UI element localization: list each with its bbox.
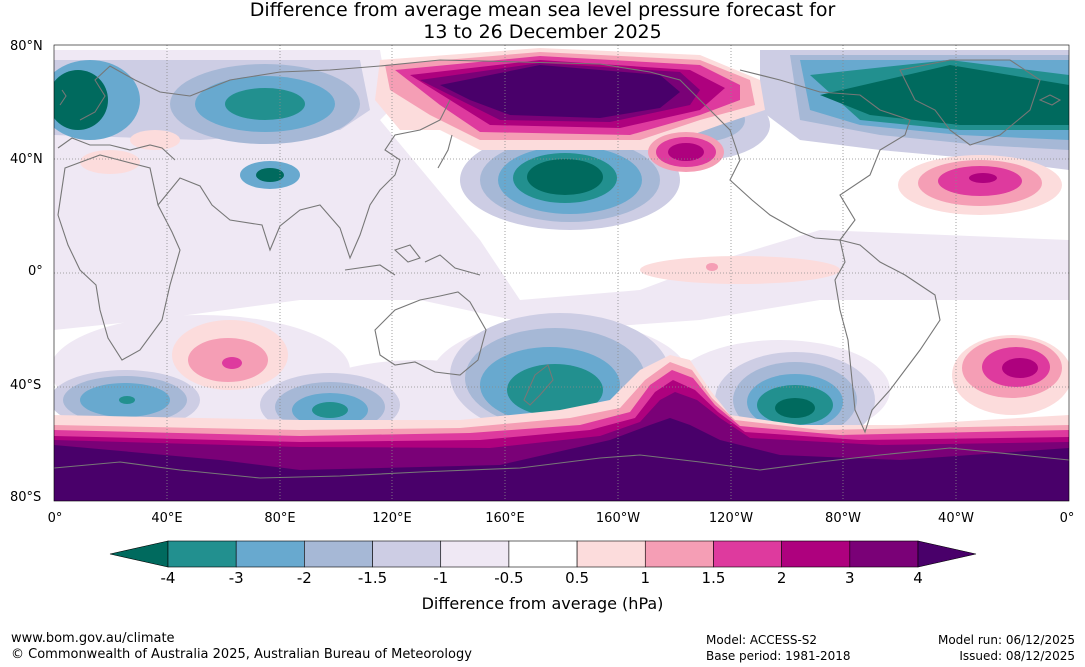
footer-issued: Issued: 08/12/2025 [959, 649, 1075, 663]
lon-label-160w: 160°W [595, 511, 641, 526]
colorbar-tick-label: -3 [228, 569, 244, 587]
map-frame [53, 44, 1070, 502]
graticule [54, 45, 1069, 501]
lat-label-0: 0° [28, 264, 43, 279]
footer-base-period: Base period: 1981-2018 [706, 649, 851, 663]
colorbar-box [781, 540, 851, 568]
colorbar-tick-label: -1 [433, 569, 449, 587]
colorbar-box [235, 540, 305, 568]
anomaly-field [54, 45, 1069, 501]
footer-url: www.bom.gov.au/climate [11, 631, 175, 646]
colorbar-box [372, 540, 442, 568]
lat-label-80s: 80°S [10, 490, 42, 505]
colorbar-tick-label: 1.5 [701, 569, 726, 587]
colorbar-tick-label: -1.5 [357, 569, 388, 587]
north-positives [80, 48, 1062, 284]
colorbar-tick-label: 1 [640, 569, 651, 587]
colorbar-box [508, 540, 578, 568]
lat-label-80n: 80°N [10, 39, 43, 54]
colorbar-extend-low [109, 540, 169, 568]
colorbar-box [644, 540, 714, 568]
colorbar-tick-label: -4 [160, 569, 176, 587]
map-title-line2: 13 to 26 December 2025 [423, 21, 662, 43]
footer-copyright: © Commonwealth of Australia 2025, Austra… [11, 647, 472, 662]
map-title-line1: Difference from average mean sea level p… [249, 0, 836, 21]
lon-label-80w: 80°W [825, 511, 861, 526]
lat-label-40n: 40°N [10, 152, 43, 167]
colorbar-box [304, 540, 373, 568]
south-anomalies [54, 313, 1069, 501]
lon-label-0-west: 0° [47, 511, 63, 526]
lon-label-120w: 120°W [708, 511, 754, 526]
footer-model-run: Model run: 06/12/2025 [937, 633, 1075, 647]
colorbar-title: Difference from average (hPa) [421, 594, 664, 613]
colorbar-box [576, 540, 646, 568]
lon-label-160e: 160°E [485, 511, 525, 526]
colorbar-tick-label: -0.5 [494, 569, 524, 587]
colorbar-tick-label: 4 [913, 569, 923, 587]
lat-label-40s: 40°S [10, 378, 42, 393]
lon-label-40e: 40°E [151, 511, 183, 526]
lon-label-120e: 120°E [372, 511, 412, 526]
footer-model: Model: ACCESS-S2 [706, 633, 818, 647]
colorbar-tick-label: 2 [776, 569, 787, 587]
colorbar-box [167, 540, 237, 568]
colorbar-extend-high [917, 540, 977, 568]
colorbar-tick-label: 3 [845, 569, 855, 587]
lon-label-80e: 80°E [264, 511, 296, 526]
colorbar [109, 540, 977, 568]
coastlines [54, 59, 1069, 479]
colorbar-tick-label: -2 [296, 569, 312, 587]
lon-label-40w: 40°W [938, 511, 974, 526]
colorbar-tick-label: 0.5 [565, 569, 590, 587]
colorbar-box [849, 540, 919, 568]
colorbar-box [713, 540, 782, 568]
colorbar-box [440, 540, 510, 568]
lon-label-0-east: 0° [1059, 511, 1075, 526]
